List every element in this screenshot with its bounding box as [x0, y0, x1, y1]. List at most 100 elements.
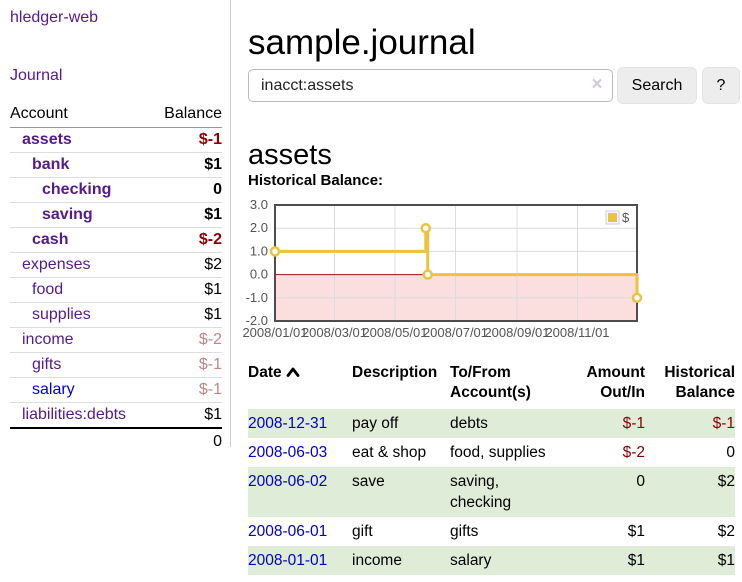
- transaction-accounts: food, supplies: [450, 444, 546, 461]
- chart-border: [274, 204, 638, 322]
- chart-data-point: [631, 292, 643, 304]
- transaction-balance: 0: [726, 444, 735, 461]
- search-input[interactable]: [248, 69, 613, 102]
- transaction-accounts: debts: [450, 409, 560, 438]
- column-header-amount[interactable]: Amount Out/In: [586, 364, 645, 401]
- transactions-table: Date Description To/From Account(s) Amount …: [248, 361, 735, 575]
- transaction-accounts: salary: [450, 546, 560, 575]
- account-link[interactable]: gifts: [32, 356, 62, 373]
- transactions-header-row: Date Description To/From Account(s) Amount …: [248, 361, 735, 409]
- page-title: sample.journal: [248, 23, 476, 63]
- account-link[interactable]: saving: [42, 206, 93, 223]
- account-link[interactable]: liabilities:debts: [22, 406, 127, 423]
- accounts-table-body: assets $-1 bank $1 checking 0 saving $1 cash $-2 e…: [10, 127, 222, 429]
- account-balance: $1: [151, 202, 222, 228]
- search-form: × Search ?: [248, 66, 740, 104]
- transaction-date-link[interactable]: 2008-06-03: [248, 444, 328, 461]
- transaction-balance: $2: [717, 523, 735, 540]
- account-row: food $1: [10, 277, 222, 303]
- transaction-balance: $-1: [645, 409, 735, 438]
- account-row: assets $-1: [10, 127, 222, 153]
- transaction-balance: $2: [645, 467, 735, 517]
- transaction-description: save: [352, 467, 450, 517]
- x-axis-tick-label: 2008/11/01: [545, 325, 609, 340]
- clear-search-icon[interactable]: ×: [591, 74, 603, 95]
- account-balance: $-1: [151, 377, 222, 403]
- account-row: cash $-2: [10, 227, 222, 253]
- column-header-accounts[interactable]: To/From Account(s): [450, 364, 531, 401]
- account-link[interactable]: supplies: [32, 306, 91, 323]
- account-row: liabilities:debts $1: [10, 402, 222, 429]
- account-balance: $-2: [151, 227, 222, 253]
- column-header-description[interactable]: Description: [352, 364, 438, 381]
- app-brand-link[interactable]: hledger-web: [10, 9, 99, 26]
- account-balance: $1: [151, 302, 222, 328]
- account-page-title: assets: [248, 139, 332, 172]
- transaction-description: gift: [352, 523, 373, 540]
- chart-legend-swatch-fill: [608, 213, 617, 222]
- account-balance: $-2: [151, 327, 222, 353]
- accounts-column-account: Account: [10, 102, 152, 128]
- transaction-description: pay off: [352, 409, 450, 438]
- transaction-accounts: gifts: [450, 523, 479, 540]
- y-axis-tick-label: 2.0: [250, 220, 268, 235]
- account-row: gifts $-1: [10, 352, 222, 378]
- transaction-balance: $1: [645, 546, 735, 575]
- transaction-row: 2008-06-03 eat & shop food, supplies $-2 0: [248, 438, 735, 467]
- sort-ascending-icon: [286, 367, 300, 377]
- transaction-date-link[interactable]: 2008-12-31: [248, 415, 328, 432]
- x-axis-tick-label: 2008/01/01: [242, 325, 307, 340]
- account-link[interactable]: assets: [22, 131, 72, 148]
- transaction-row: 2008-06-01 gift gifts $1 $2: [248, 517, 735, 546]
- chart-legend-label: $: [622, 210, 630, 225]
- account-row: bank $1: [10, 152, 222, 178]
- account-row: income $-2: [10, 327, 222, 353]
- account-link[interactable]: income: [22, 331, 74, 348]
- account-link[interactable]: food: [32, 281, 64, 298]
- chart-title: Historical Balance:: [248, 172, 384, 189]
- account-link[interactable]: cash: [32, 231, 69, 248]
- transaction-amount: $-2: [622, 444, 645, 461]
- account-link[interactable]: checking: [42, 181, 112, 198]
- sidebar-item-journal[interactable]: Journal: [10, 67, 63, 84]
- accounts-column-balance: Balance: [151, 102, 222, 128]
- y-axis-tick-label: 0.0: [250, 267, 268, 282]
- x-axis-tick-label: 2008/03/01: [302, 325, 367, 340]
- accounts-total-row: 0: [10, 428, 222, 455]
- transaction-date-link[interactable]: 2008-06-02: [248, 473, 328, 490]
- historical-balance-chart: $3.0 2.0 1.0 0.0 -1.0 -2.02008/01/012008/03/0…: [242, 199, 643, 340]
- account-row: salary $-1: [10, 377, 222, 403]
- search-button[interactable]: Search: [617, 67, 697, 104]
- transaction-date-link[interactable]: 2008-01-01: [248, 552, 328, 569]
- y-axis-tick-label: 3.0: [250, 199, 268, 212]
- transaction-row: 2008-12-31 pay off debts $-1 $-1: [248, 409, 735, 438]
- account-link[interactable]: expenses: [22, 256, 91, 273]
- accounts-table: Account Balance assets $-1 bank $1 checking 0…: [10, 102, 222, 455]
- account-balance: $2: [151, 252, 222, 278]
- column-header-balance[interactable]: Historical Balance: [664, 364, 735, 401]
- account-balance: $-1: [151, 127, 222, 153]
- account-link[interactable]: bank: [32, 156, 70, 173]
- account-row: supplies $1: [10, 302, 222, 328]
- column-header-date[interactable]: Date: [248, 361, 352, 409]
- transaction-accounts: saving, checking: [450, 467, 560, 517]
- help-button[interactable]: ?: [702, 67, 740, 104]
- transaction-amount: $1: [560, 546, 645, 575]
- transaction-description: eat & shop: [352, 444, 427, 461]
- chart-data-point: [420, 222, 432, 234]
- x-axis-tick-label: 2008/07/01: [423, 325, 488, 340]
- transaction-amount: $-1: [560, 409, 645, 438]
- transaction-description: income: [352, 546, 450, 575]
- accounts-total-balance: 0: [213, 433, 222, 450]
- y-axis-tick-label: -1.0: [246, 290, 268, 305]
- account-balance: $1: [151, 402, 222, 429]
- transaction-amount: 0: [560, 467, 645, 517]
- y-axis-tick-label: 1.0: [250, 243, 268, 258]
- account-row: checking 0: [10, 177, 222, 203]
- transaction-date-link[interactable]: 2008-06-01: [248, 523, 328, 540]
- x-axis-tick-label: 2008/09/01: [484, 325, 549, 340]
- transaction-row: 2008-06-02 save saving, checking 0 $2: [248, 467, 735, 517]
- account-row: saving $1: [10, 202, 222, 228]
- account-link[interactable]: salary: [32, 381, 75, 398]
- chart-data-point: [269, 246, 281, 257]
